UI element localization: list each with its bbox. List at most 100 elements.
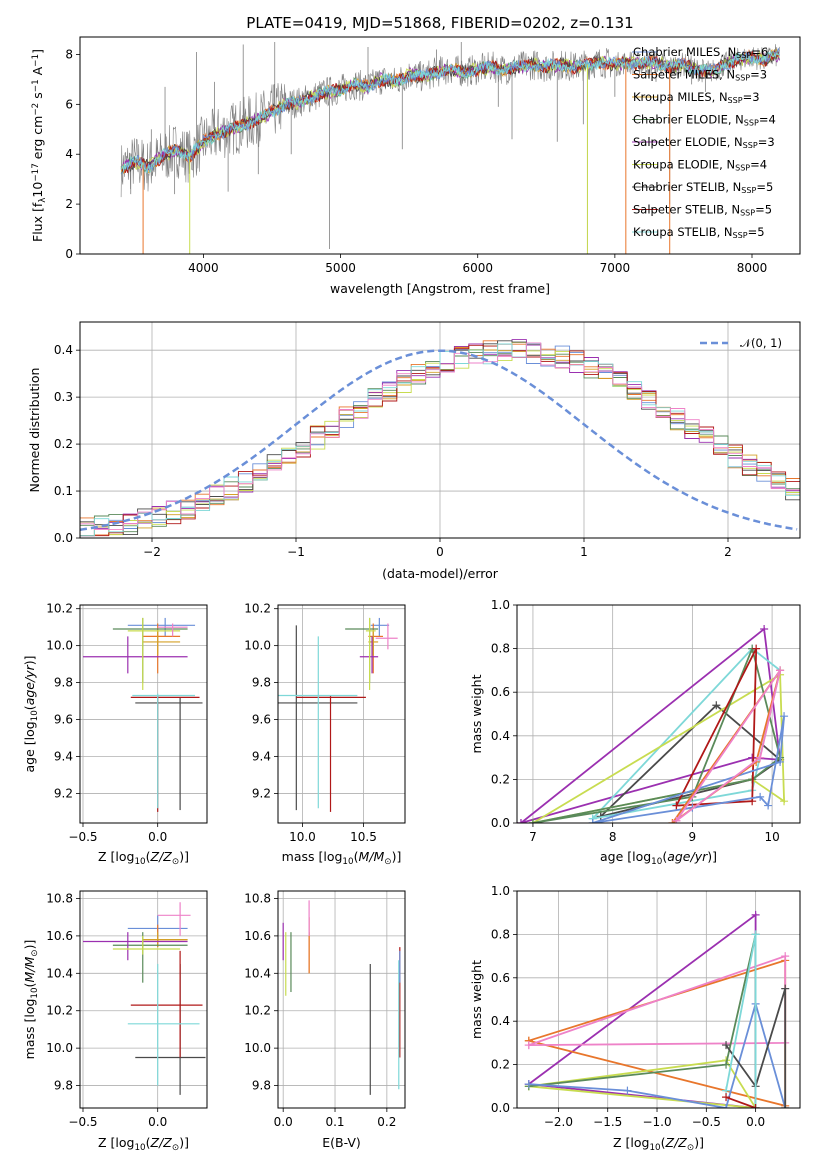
- y-axis-label-part: ]: [30, 49, 45, 54]
- weight-marker: [524, 1041, 533, 1050]
- y-tick-label: 0.1: [54, 484, 73, 498]
- legend-entry-part: SSP: [733, 231, 748, 240]
- x-tick-label: −0.5: [68, 830, 97, 844]
- legend-entry-part: SSP: [740, 209, 755, 218]
- axes-frame: [79, 321, 801, 539]
- axes-frame: [516, 890, 801, 1109]
- y-tick-label: 9.6: [252, 713, 271, 727]
- x-tick-label: −2: [143, 545, 161, 559]
- gaussian-curve: [80, 349, 798, 532]
- y-axis-label-part: −2: [31, 103, 41, 116]
- model-curve: [120, 50, 780, 174]
- weight-marker: [748, 753, 757, 762]
- x-axis-label-part: 10: [134, 1143, 145, 1153]
- y-tick-label: 10.4: [46, 966, 73, 980]
- x-axis-label-part: 10: [649, 1143, 660, 1153]
- x-tick-label: 7: [529, 830, 537, 844]
- legend-entry-part: Chabrier MILES, N: [633, 45, 736, 59]
- x-axis-label-part: )]: [707, 849, 717, 864]
- y-tick-label: 0.2: [54, 437, 73, 451]
- x-tick-label: 8: [609, 830, 617, 844]
- y-axis-label-part: −1: [31, 54, 41, 67]
- x-axis-label-part: Z [log: [613, 1135, 649, 1150]
- legend-entry-part: =6: [751, 45, 768, 59]
- y-tick-label: 10.6: [46, 929, 73, 943]
- x-axis-label-part: age/yr: [667, 849, 708, 864]
- legend-entry-part: Salpeter MILES, N: [633, 68, 735, 82]
- legend-entry-part: =4: [759, 113, 776, 127]
- y-tick-label: 0.3: [54, 390, 73, 404]
- legend-entry: Chabrier MILES, NSSP=6: [633, 45, 768, 60]
- x-tick-label: 0.1: [325, 1115, 344, 1129]
- legend-entry-part: Chabrier STELIB, N: [633, 180, 741, 194]
- weight-marker: [623, 1086, 632, 1095]
- legend-entry: Salpeter MILES, NSSP=3: [633, 68, 767, 83]
- weight-line: [528, 1059, 757, 1108]
- y-tick-label: 9.4: [54, 749, 73, 763]
- y-tick-label: 10.0: [244, 1041, 271, 1055]
- weight-marker: [722, 1093, 731, 1102]
- y-tick-label: 0.0: [54, 531, 73, 545]
- weight-marker: [780, 797, 789, 806]
- x-axis-label: age [log10(age/yr)]: [600, 849, 717, 867]
- x-tick-label: −2.0: [544, 1115, 573, 1129]
- weight-line: [725, 988, 787, 1108]
- weight-line: [528, 913, 757, 1108]
- legend-entry-part: Kroupa MILES, N: [633, 90, 728, 104]
- y-axis-label-part: 10: [30, 710, 40, 721]
- y-tick-label: 10.6: [244, 929, 271, 943]
- weight-marker: [780, 712, 789, 721]
- x-axis-label: wavelength [Angstrom, rest frame]: [330, 281, 550, 296]
- y-axis-label-part: (: [22, 705, 37, 710]
- y-tick-label: 9.2: [54, 786, 73, 800]
- weight-marker: [528, 819, 537, 823]
- y-axis-label: mass weight: [469, 960, 484, 1039]
- x-axis-label-part: )]: [694, 1135, 704, 1150]
- legend-entry-part: Salpeter ELODIE, N: [633, 135, 743, 149]
- y-tick-label: 10.4: [244, 966, 271, 980]
- weight-marker: [751, 930, 760, 939]
- legend-entry-part: =5: [756, 180, 773, 194]
- legend-entry-part: =4: [750, 158, 767, 172]
- x-axis-label: mass [log10(M/M⊙)]: [282, 849, 402, 867]
- axes-frame: [516, 604, 801, 824]
- histogram-step: [80, 342, 800, 538]
- y-tick-label: 9.4: [252, 749, 271, 763]
- legend-entry-part: Kroupa STELIB, N: [633, 225, 733, 239]
- x-tick-label: 1: [580, 545, 588, 559]
- y-tick-label: 9.8: [54, 676, 73, 690]
- panel-spectrum: 4000 5000 6000 7000 8000 0 2 4 6 8 Chabrier MILES,…: [30, 36, 801, 296]
- weight-marker: [776, 666, 785, 675]
- weight-marker: [760, 624, 769, 633]
- legend-entry-part: SSP: [743, 141, 758, 150]
- y-tick-label: 2: [65, 197, 73, 211]
- y-axis-label: Normed distribution: [27, 368, 42, 493]
- y-tick-label: 9.8: [252, 676, 271, 690]
- legend-entry-part: =3: [750, 68, 767, 82]
- weight-line: [725, 1096, 756, 1108]
- weight-marker: [756, 792, 765, 801]
- y-tick-label: 0.6: [491, 971, 510, 985]
- weight-marker: [781, 984, 790, 993]
- histogram-step: [80, 343, 800, 538]
- y-tick-label: 0.2: [491, 772, 510, 786]
- axes-frame: [277, 604, 406, 824]
- plot-area: [517, 624, 789, 823]
- y-axis-label-part: mass [log: [22, 999, 37, 1060]
- x-axis-label: (data-model)/error: [382, 566, 499, 581]
- y-axis-label-part: A: [30, 66, 45, 79]
- x-tick-label: 4000: [188, 261, 219, 275]
- x-axis-label-part: mass [log: [282, 849, 343, 864]
- y-axis-label-part: age/yr: [22, 664, 37, 705]
- x-axis-label-part: Z/Z: [150, 849, 173, 864]
- y-tick-label: 9.8: [54, 1079, 73, 1093]
- x-tick-label: 6000: [462, 261, 493, 275]
- y-axis-label-part: M/M: [22, 957, 37, 983]
- legend-entry-part: =5: [748, 225, 765, 239]
- legend-entry-part: Kroupa ELODIE, N: [633, 158, 735, 172]
- x-axis-label: E(B-V): [322, 1135, 361, 1150]
- weight-line: [675, 669, 781, 822]
- legend-entry-part: SSP: [736, 51, 751, 60]
- y-axis-label: Flux [fλ10−17 erg cm−2 s−1 A−1]: [30, 49, 48, 242]
